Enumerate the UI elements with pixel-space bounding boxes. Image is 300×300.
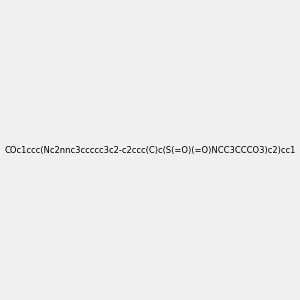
Text: COc1ccc(Nc2nnc3ccccc3c2-c2ccc(C)c(S(=O)(=O)NCC3CCCO3)c2)cc1: COc1ccc(Nc2nnc3ccccc3c2-c2ccc(C)c(S(=O)(… — [4, 146, 296, 154]
